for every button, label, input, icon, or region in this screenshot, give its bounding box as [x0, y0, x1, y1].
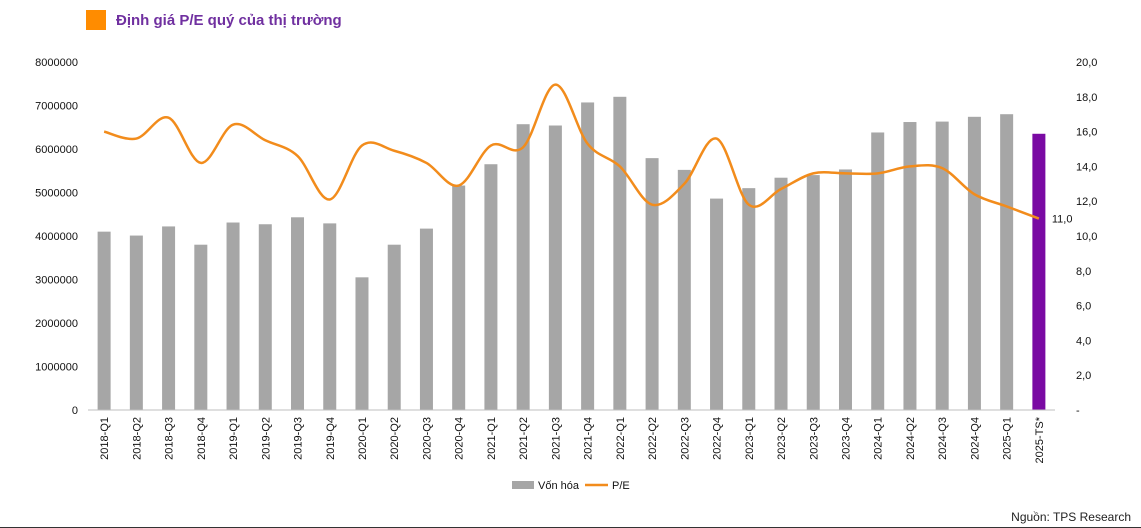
- x-tick-label: 2024-Q2: [905, 417, 917, 460]
- source-note: Nguồn: TPS Research: [1011, 510, 1131, 524]
- x-tick-label: 2023-Q1: [744, 417, 756, 460]
- x-tick-label: 2021-Q2: [518, 417, 530, 460]
- bar: [387, 244, 401, 410]
- right-axis-ticks: - 2,0 4,0 6,0 8,0 10,0 12,0 14,0 16,0 18,0 20,0: [1076, 57, 1097, 417]
- bar: [774, 177, 788, 410]
- x-tick-label: 2024-Q3: [937, 417, 949, 460]
- legend-label-von-hoa: Vốn hóa: [538, 480, 580, 492]
- bar: [355, 277, 369, 410]
- left-tick-label: 5000000: [35, 188, 78, 200]
- left-tick-label: 7000000: [35, 101, 78, 113]
- bar: [452, 185, 466, 410]
- left-tick-label: 4000000: [35, 231, 78, 243]
- bar-series: [97, 96, 1046, 411]
- bar: [194, 244, 208, 410]
- x-tick-label: 2020-Q1: [357, 417, 369, 460]
- x-tick-label: 2021-Q1: [486, 417, 498, 460]
- pe-last-value-label: 11,0: [1052, 214, 1073, 226]
- bar: [129, 235, 143, 410]
- right-tick-label: 4,0: [1076, 335, 1091, 347]
- bar: [548, 125, 562, 410]
- bar: [1032, 133, 1046, 410]
- x-tick-label: 2024-Q4: [969, 417, 981, 460]
- x-tick-label: 2018-Q3: [164, 417, 176, 460]
- bar: [967, 116, 981, 410]
- right-tick-label: 10,0: [1076, 231, 1097, 243]
- bar: [581, 102, 595, 410]
- bar: [419, 228, 433, 410]
- right-tick-label: 12,0: [1076, 196, 1097, 208]
- bar: [484, 164, 498, 410]
- x-tick-label: 2025-TS*: [1034, 416, 1046, 463]
- chart-header: Định giá P/E quý của thị trường: [86, 8, 342, 32]
- legend-label-pe: P/E: [612, 480, 630, 492]
- bar: [258, 224, 272, 410]
- bar: [935, 121, 949, 410]
- x-tick-label: 2018-Q1: [99, 417, 111, 460]
- x-tick-label: 2023-Q2: [776, 417, 788, 460]
- bar: [162, 226, 176, 410]
- x-tick-label: 2019-Q2: [260, 417, 272, 460]
- x-tick-label: 2019-Q3: [293, 417, 305, 460]
- left-tick-label: 0: [72, 405, 78, 417]
- left-tick-label: 2000000: [35, 318, 78, 330]
- bar: [677, 169, 691, 410]
- x-tick-label: 2020-Q2: [389, 417, 401, 460]
- bar: [806, 175, 820, 410]
- x-axis-ticks: 2018-Q1 2018-Q2 2018-Q3 2018-Q4 2019-Q1 2019-…: [99, 416, 1046, 463]
- pe-chart: 0 1000000 2000000 3000000 4000000 5000000 6000…: [35, 57, 1097, 492]
- x-tick-label: 2025-Q1: [1002, 417, 1014, 460]
- x-tick-label: 2020-Q4: [454, 417, 466, 460]
- x-tick-label: 2019-Q1: [228, 417, 240, 460]
- x-tick-label: 2021-Q3: [550, 417, 562, 460]
- bar: [291, 217, 305, 410]
- bar: [1000, 114, 1014, 410]
- right-tick-label: 20,0: [1076, 57, 1097, 69]
- x-tick-label: 2020-Q3: [421, 417, 433, 460]
- bar: [871, 132, 885, 410]
- right-tick-label: 14,0: [1076, 161, 1097, 173]
- bar: [742, 188, 756, 410]
- legend: Vốn hóa P/E: [512, 480, 630, 492]
- x-tick-label: 2022-Q2: [647, 417, 659, 460]
- bar: [97, 231, 111, 410]
- right-tick-label: 2,0: [1076, 370, 1091, 382]
- x-tick-label: 2022-Q1: [615, 417, 627, 460]
- left-axis-ticks: 0 1000000 2000000 3000000 4000000 5000000 6000…: [35, 57, 78, 417]
- bar: [645, 158, 659, 410]
- x-tick-label: 2018-Q2: [131, 417, 143, 460]
- left-tick-label: 6000000: [35, 144, 78, 156]
- bar: [710, 198, 724, 410]
- bar: [838, 169, 852, 410]
- title-marker: [86, 10, 106, 30]
- x-tick-label: 2022-Q4: [712, 417, 724, 460]
- right-tick-label: 8,0: [1076, 266, 1091, 278]
- x-tick-label: 2021-Q4: [583, 417, 595, 460]
- right-tick-label: -: [1076, 405, 1080, 417]
- bar: [323, 223, 337, 410]
- chart-title: Định giá P/E quý của thị trường: [116, 11, 342, 29]
- left-tick-label: 8000000: [35, 57, 78, 69]
- bar: [903, 122, 917, 410]
- x-tick-label: 2024-Q1: [873, 417, 885, 460]
- left-tick-label: 3000000: [35, 275, 78, 287]
- right-tick-label: 18,0: [1076, 92, 1097, 104]
- pe-line: [103, 83, 1040, 220]
- x-tick-label: 2019-Q4: [325, 417, 337, 460]
- x-tick-label: 2023-Q4: [840, 417, 852, 460]
- x-tick-label: 2023-Q3: [808, 417, 820, 460]
- legend-swatch-von-hoa: [512, 481, 534, 489]
- right-tick-label: 16,0: [1076, 127, 1097, 139]
- x-tick-label: 2022-Q3: [679, 417, 691, 460]
- right-tick-label: 6,0: [1076, 301, 1091, 313]
- bar: [226, 222, 240, 410]
- left-tick-label: 1000000: [35, 362, 78, 374]
- x-tick-label: 2018-Q4: [196, 417, 208, 460]
- bar: [516, 124, 530, 410]
- bar: [613, 96, 627, 411]
